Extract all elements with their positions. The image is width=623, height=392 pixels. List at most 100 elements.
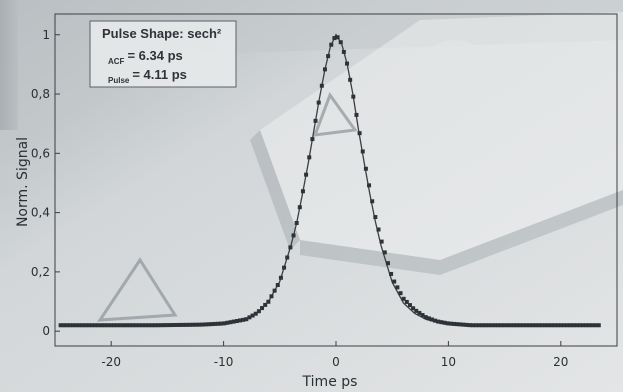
- data-point: [521, 323, 526, 328]
- data-point: [68, 323, 73, 328]
- data-point: [200, 322, 205, 327]
- data-point: [96, 323, 101, 328]
- data-point: [433, 318, 438, 323]
- data-point: [341, 49, 346, 54]
- data-point: [137, 323, 142, 328]
- data-point: [398, 291, 403, 296]
- data-point: [354, 112, 359, 117]
- data-point: [253, 311, 258, 316]
- series-layer: [58, 33, 601, 328]
- data-point: [260, 306, 265, 311]
- data-point: [215, 321, 220, 326]
- data-point: [162, 323, 167, 328]
- data-point: [502, 323, 507, 328]
- data-point: [345, 61, 350, 66]
- y-tick-label: 0,4: [31, 206, 50, 220]
- data-point: [568, 323, 573, 328]
- data-point: [93, 323, 98, 328]
- data-point: [470, 323, 475, 328]
- data-point: [278, 275, 283, 280]
- data-point: [74, 323, 79, 328]
- data-point: [64, 323, 69, 328]
- data-point: [171, 323, 176, 328]
- data-point: [184, 322, 189, 327]
- data-point: [105, 323, 110, 328]
- data-point: [332, 36, 337, 41]
- data-point: [379, 239, 384, 244]
- data-point: [489, 323, 494, 328]
- data-point: [363, 166, 368, 171]
- data-point: [429, 317, 434, 322]
- data-point: [373, 215, 378, 220]
- data-point: [118, 323, 123, 328]
- data-point: [351, 94, 356, 99]
- data-point: [436, 319, 441, 324]
- data-point: [115, 323, 120, 328]
- data-point: [480, 323, 485, 328]
- data-point: [508, 323, 513, 328]
- y-axis-label: Norm. Signal: [15, 137, 31, 227]
- data-point: [562, 323, 567, 328]
- data-point: [552, 323, 557, 328]
- data-point: [266, 299, 271, 304]
- data-point: [108, 323, 113, 328]
- data-point: [590, 323, 595, 328]
- data-point: [486, 323, 491, 328]
- data-point: [540, 323, 545, 328]
- data-point: [411, 306, 416, 311]
- data-point: [307, 155, 312, 160]
- x-tick-label: -10: [214, 355, 234, 369]
- data-point: [310, 137, 315, 142]
- data-point: [127, 323, 132, 328]
- data-point: [338, 40, 343, 45]
- data-point: [530, 323, 535, 328]
- data-point: [241, 317, 246, 322]
- data-point: [348, 77, 353, 82]
- data-point: [395, 285, 400, 290]
- data-point: [524, 323, 529, 328]
- data-point: [291, 233, 296, 238]
- data-point: [165, 323, 170, 328]
- data-point: [426, 316, 431, 321]
- data-point: [61, 323, 66, 328]
- x-tick-label: 10: [441, 355, 456, 369]
- data-point: [300, 189, 305, 194]
- data-point: [206, 322, 211, 327]
- data-point: [238, 318, 243, 323]
- data-point: [518, 323, 523, 328]
- data-point: [228, 320, 233, 325]
- data-point: [404, 299, 409, 304]
- data-point: [574, 323, 579, 328]
- data-point: [571, 323, 576, 328]
- data-point: [549, 323, 554, 328]
- legend-box: Pulse Shape: sech² ACF = 6.34 ps Pulse = 4…: [89, 20, 237, 88]
- data-point: [131, 323, 136, 328]
- data-point: [329, 42, 334, 47]
- data-point: [178, 322, 183, 327]
- data-point: [382, 250, 387, 255]
- data-point: [389, 271, 394, 276]
- data-point: [190, 322, 195, 327]
- data-point: [370, 199, 375, 204]
- axis-ticks: -20 -10 0 10 20 0 0,2 0,4 0,6 0,8 1: [31, 28, 569, 369]
- data-point: [536, 323, 541, 328]
- y-tick-label: 0: [42, 324, 50, 338]
- data-point: [593, 323, 598, 328]
- data-point: [234, 319, 239, 324]
- data-point: [499, 323, 504, 328]
- data-point: [477, 323, 482, 328]
- data-point: [143, 323, 148, 328]
- data-point: [250, 313, 255, 318]
- data-point: [159, 323, 164, 328]
- data-point: [86, 323, 91, 328]
- data-point: [581, 323, 586, 328]
- data-point: [555, 323, 560, 328]
- data-point: [376, 227, 381, 232]
- data-point: [90, 323, 95, 328]
- data-point: [492, 323, 497, 328]
- data-point: [584, 323, 589, 328]
- data-point: [225, 320, 230, 325]
- data-point: [533, 323, 538, 328]
